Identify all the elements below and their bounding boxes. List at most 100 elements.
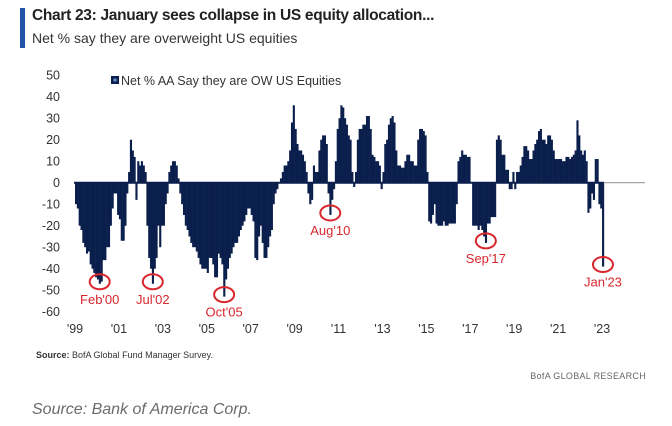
bar <box>276 182 279 190</box>
bar <box>146 182 149 226</box>
bar <box>239 182 242 230</box>
bar <box>323 135 327 183</box>
bar <box>223 182 226 297</box>
bar <box>525 146 528 183</box>
bar <box>261 182 264 243</box>
bar <box>117 182 120 215</box>
bar <box>411 161 414 183</box>
bar <box>287 161 290 183</box>
bar <box>303 161 306 183</box>
bar <box>93 182 96 273</box>
bar <box>572 154 575 183</box>
bar <box>510 182 513 190</box>
bar <box>274 182 277 194</box>
bar <box>151 182 154 284</box>
bar <box>325 144 328 183</box>
bar <box>450 182 453 224</box>
y-tick-label: -20 <box>42 219 60 233</box>
bar <box>258 182 261 237</box>
bar <box>100 182 103 282</box>
bar <box>259 182 262 226</box>
bar <box>466 156 469 183</box>
bar <box>351 171 354 183</box>
bar <box>459 156 462 183</box>
bar <box>391 116 394 183</box>
bar <box>139 165 142 183</box>
bar <box>208 182 211 258</box>
bar <box>581 154 585 183</box>
bar <box>483 182 486 237</box>
bar <box>360 128 363 183</box>
bar <box>561 161 564 183</box>
bar <box>150 182 153 269</box>
bar <box>248 182 251 209</box>
annotation-label: Jul'02 <box>136 292 170 307</box>
bar <box>142 165 145 183</box>
y-tick-label: -60 <box>42 305 60 319</box>
bar <box>84 182 87 248</box>
bar <box>446 182 449 226</box>
bar <box>263 182 266 258</box>
bar <box>521 156 524 183</box>
bar <box>375 161 378 183</box>
source-note: Source: BofA Global Fund Manager Survey. <box>36 350 213 360</box>
bar <box>237 182 240 237</box>
bar <box>393 122 396 183</box>
x-tick-label: '05 <box>199 322 215 336</box>
annotation-label: Aug'10 <box>310 223 350 238</box>
bar <box>402 167 405 183</box>
bar <box>186 182 189 230</box>
bar <box>135 182 138 200</box>
bar <box>430 182 433 224</box>
bar <box>75 182 78 205</box>
bar <box>336 128 339 183</box>
bar <box>170 165 173 183</box>
x-tick-label: '99 <box>67 322 83 336</box>
bar <box>82 182 85 243</box>
bar <box>426 171 429 183</box>
bar <box>514 182 517 190</box>
x-tick-label: '07 <box>243 322 259 336</box>
bar <box>225 182 228 280</box>
bar <box>109 182 112 226</box>
bar <box>230 182 233 254</box>
bar <box>380 182 383 190</box>
bar <box>344 118 347 183</box>
legend: Net % AA Say they are OW US Equities <box>111 74 341 88</box>
bar <box>164 182 167 205</box>
bar <box>358 128 361 183</box>
bar <box>192 182 195 248</box>
bar <box>179 182 182 194</box>
bar <box>161 182 164 226</box>
bar <box>129 139 133 183</box>
bar <box>190 182 193 243</box>
bar <box>457 161 460 183</box>
bar <box>204 182 208 269</box>
bar <box>400 167 403 183</box>
bar <box>300 150 303 183</box>
bar <box>120 182 123 241</box>
bar <box>424 135 427 183</box>
bar <box>290 122 294 183</box>
bar <box>371 154 374 183</box>
x-axis: '99 '01 '03 '05 '07 '09 '11 '13 '15 '17 '19 '21 '23 <box>67 322 610 336</box>
bar <box>256 182 259 261</box>
bar <box>499 139 502 183</box>
bar <box>437 182 440 226</box>
y-tick-label: -40 <box>42 262 60 276</box>
bar <box>479 182 482 226</box>
bar <box>558 159 561 183</box>
bar <box>523 146 526 183</box>
bar <box>241 182 244 226</box>
bar <box>329 182 332 215</box>
bar <box>406 154 409 183</box>
bar <box>234 182 237 243</box>
bar <box>353 182 356 187</box>
bar <box>408 154 411 183</box>
bar <box>484 182 488 243</box>
bar <box>168 171 171 183</box>
bar <box>415 165 418 183</box>
bar <box>382 171 385 183</box>
bar <box>80 182 83 230</box>
bar <box>188 182 191 237</box>
